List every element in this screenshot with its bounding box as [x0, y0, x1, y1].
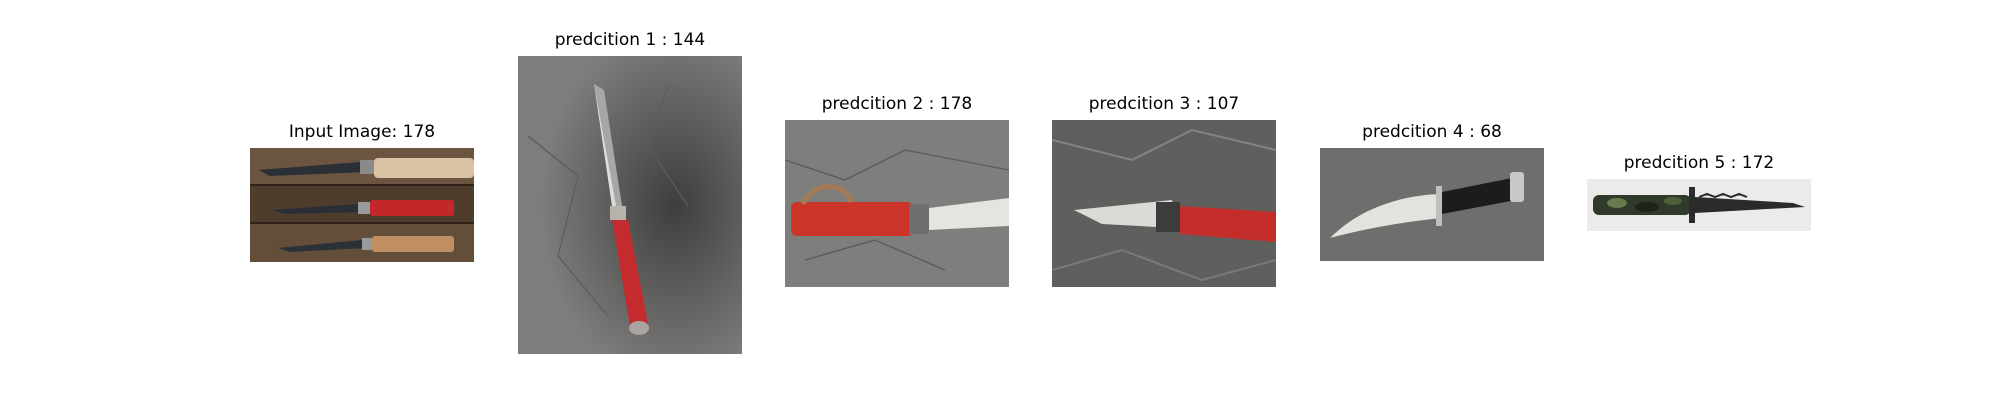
input-image-knives-on-wood [250, 148, 474, 262]
panel-prediction-5: predcition 5 : 172 [1587, 153, 1811, 231]
panel-prediction-3: predcition 3 : 107 [1052, 94, 1276, 287]
prediction-2-image [785, 120, 1009, 287]
prediction-3-image [1052, 120, 1276, 287]
panel-prediction-1: predcition 1 : 144 [518, 30, 742, 354]
panel-input: Input Image: 178 [250, 122, 474, 262]
panel-title-prediction-3: predcition 3 : 107 [1088, 94, 1240, 114]
panel-title-prediction-2: predcition 2 : 178 [821, 94, 973, 114]
panel-title-prediction-4: predcition 4 : 68 [1362, 122, 1502, 142]
panel-title-prediction-1: predcition 1 : 144 [554, 30, 706, 50]
panel-title-input: Input Image: 178 [288, 122, 436, 142]
prediction-4-image [1320, 148, 1544, 261]
panel-title-prediction-5: predcition 5 : 172 [1623, 153, 1775, 173]
prediction-5-image [1587, 179, 1811, 231]
prediction-1-image [518, 56, 742, 354]
panel-prediction-2: predcition 2 : 178 [785, 94, 1009, 287]
panel-prediction-4: predcition 4 : 68 [1320, 122, 1544, 261]
